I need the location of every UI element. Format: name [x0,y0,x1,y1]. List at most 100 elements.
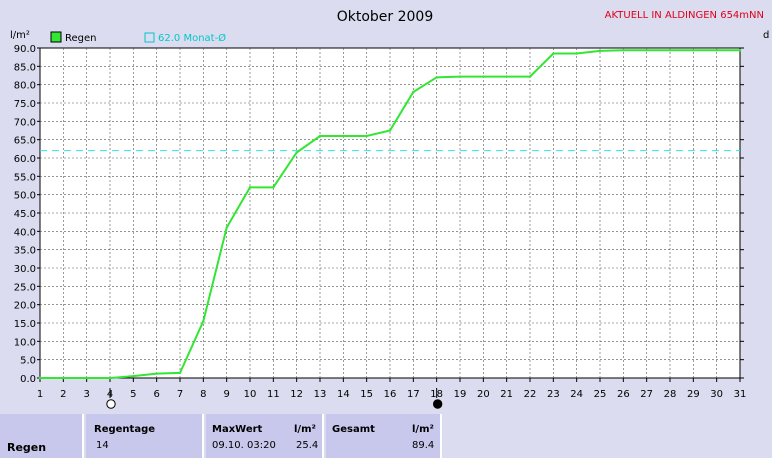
x-tick-label: 23 [547,389,560,400]
data-point [108,376,112,380]
data-point [528,75,532,78]
y-tick-label: 15.0 [14,319,36,330]
y-tick-label: 25.0 [14,282,36,293]
x-tick-label: 28 [664,389,677,400]
data-point [62,376,65,380]
right-axis-ticks [740,47,744,379]
x-tick-label: 21 [500,389,513,400]
full-moon-icon [106,399,116,409]
gesamt-label: Gesamt [332,424,375,435]
y-tick-label: 30.0 [14,264,36,275]
x-tick-label: 5 [130,389,136,400]
y-tick-label: 75.0 [14,99,36,110]
data-point [692,49,695,52]
data-point [412,90,415,94]
y-tick-label: 5.0 [20,356,36,367]
x-tick-labels: 1234567891011121314151617181920212223242… [37,378,747,400]
x-tick-label: 14 [337,389,350,400]
stats-panel: Regen Regentage 14 MaxWert l/m² 09.10. 0… [0,414,772,458]
y-tick-label: 50.0 [14,191,36,202]
station-label: AKTUELL IN ALDINGEN 654mNN [605,10,764,21]
data-point [668,49,672,52]
data-point [225,226,228,229]
x-tick-label: 3 [83,389,89,400]
chart-title: Oktober 2009 [337,9,434,25]
x-tick-label: 15 [360,389,373,400]
gesamt-unit: l/m² [412,424,434,435]
data-point [318,134,322,138]
data-point [435,76,438,79]
data-point [482,75,485,78]
data-point [715,49,718,52]
stats-label-cell: Regen [0,414,84,458]
legend-regen-swatch [50,31,62,43]
x-tick-label: 10 [244,389,257,400]
y-tick-label: 60.0 [14,154,36,165]
data-point [365,134,368,138]
y-tick-labels: 0.0 5.0 10.0 15.0 20.0 25.0 30.0 35.0 40.0 45.0 50… [14,44,40,385]
data-point [505,75,508,78]
gesamt-cell: Gesamt l/m² 89.4 [326,414,442,458]
regentage-cell: Regentage 14 [86,414,204,458]
x-tick-label: 27 [640,389,653,400]
data-point [598,49,602,53]
data-point [552,52,555,55]
x-tick-label: 9 [223,389,229,400]
regentage-label: Regentage [94,424,156,435]
y-tick-label: 70.0 [14,117,36,128]
x-tick-label: 26 [617,389,630,400]
data-point [155,372,158,375]
new-moon-icon [432,399,443,409]
x-tick-label: 31 [734,389,747,400]
maxwert-date: 09.10. 03:20 [212,440,276,451]
data-point [295,151,298,154]
y-tick-label: 20.0 [14,301,36,312]
y-tick-label: 35.0 [14,246,36,257]
rain-chart: Oktober 2009 AKTUELL IN ALDINGEN 654mNN … [10,9,769,409]
x-tick-label: 11 [267,389,280,400]
regen-series-points [38,49,742,380]
stats-row-label: Regen [7,441,47,454]
legend-avg-label: 62.0 Monat-Ø [158,32,226,44]
data-point [738,49,742,52]
data-point [645,49,648,52]
x-tick-label: 25 [594,389,607,400]
gesamt-value: 89.4 [412,440,435,451]
x-tick-label: 24 [570,389,583,400]
y-tick-label: 55.0 [14,172,36,183]
data-point [248,186,252,189]
x-tick-label: 7 [177,389,183,400]
x-tick-label: 12 [290,389,303,400]
data-point [458,75,462,78]
x-tick-label: 30 [710,389,723,400]
data-point [38,376,42,380]
x-tick-label: 29 [687,389,700,400]
x-tick-label: 22 [524,389,537,400]
legend-regen-label: Regen [65,33,97,44]
legend-avg-swatch [144,32,155,43]
x-tick-label: 13 [314,389,327,400]
maxwert-cell: MaxWert l/m² 09.10. 03:20 25.4 [206,414,324,458]
regentage-value: 14 [96,440,109,451]
x-tick-label: 8 [200,389,206,400]
moon-markers [106,388,443,409]
y-tick-label: 90.0 [14,44,36,55]
y-tick-label: 0.0 [20,374,36,385]
x-tick-label: 19 [454,389,467,400]
x-tick-label: 16 [384,389,397,400]
data-point [272,186,275,189]
data-point [622,49,625,52]
x-tick-label: 1 [37,389,43,400]
data-point [342,134,345,138]
data-point [202,319,205,323]
y-tick-label: 40.0 [14,227,36,238]
y-tick-label: 45.0 [14,209,36,220]
data-point [575,52,578,55]
maxwert-label: MaxWert [212,424,263,435]
data-point [132,374,135,378]
y-tick-label: 65.0 [14,136,36,147]
data-point [85,376,88,380]
x-tick-label: 20 [477,389,490,400]
x-tick-label: 6 [153,389,159,400]
data-point [388,129,392,132]
